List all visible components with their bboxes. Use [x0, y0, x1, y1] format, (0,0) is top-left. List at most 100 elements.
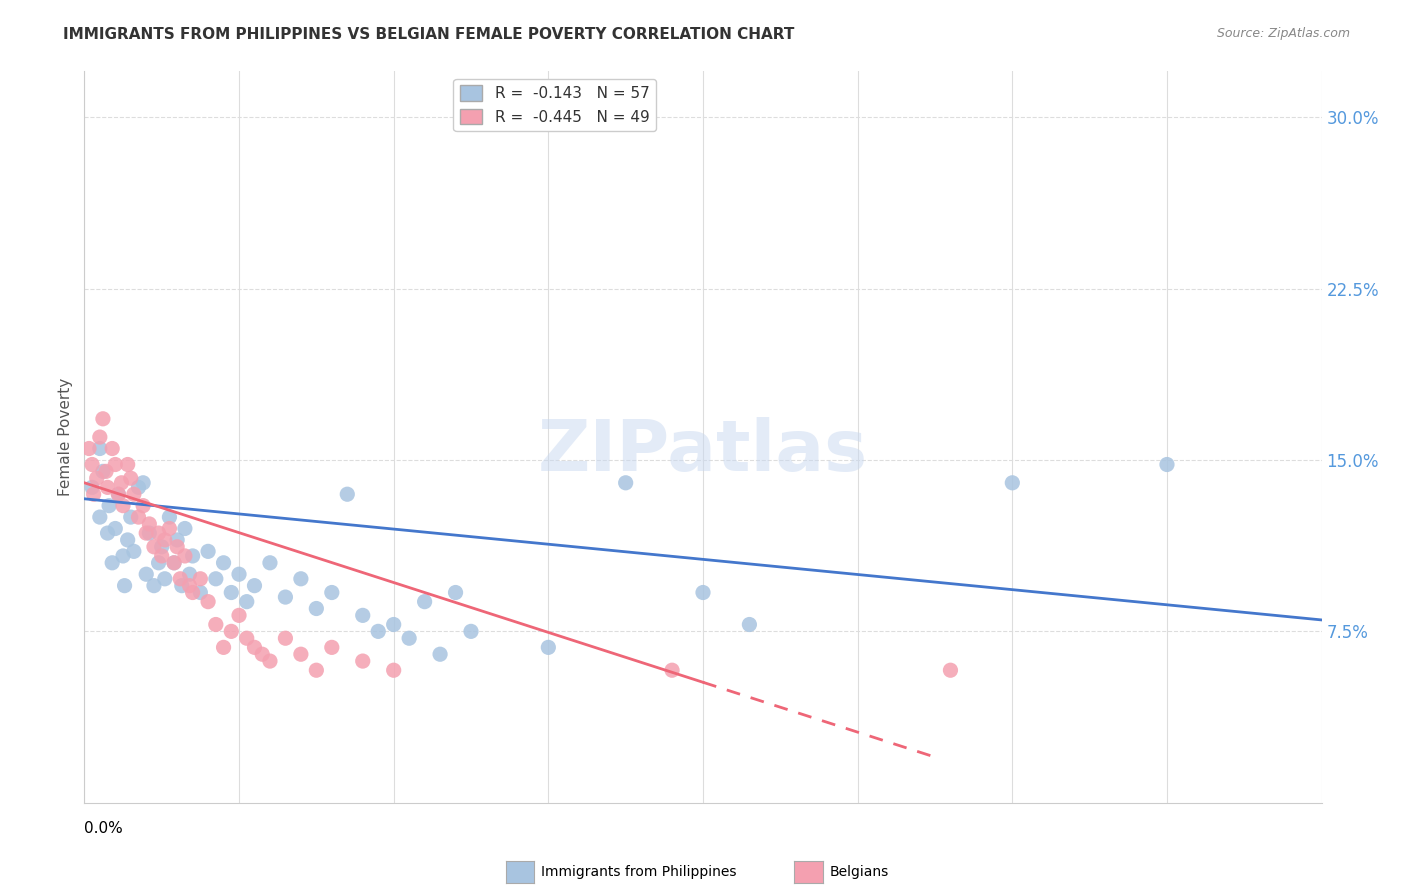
Point — [112, 499, 135, 513]
Point — [89, 510, 111, 524]
Point — [661, 663, 683, 677]
Point — [110, 475, 132, 490]
Point — [274, 590, 297, 604]
Point — [188, 585, 212, 599]
Point — [382, 617, 405, 632]
Point — [179, 567, 201, 582]
Point — [305, 663, 328, 677]
Text: Immigrants from Philippines: Immigrants from Philippines — [541, 865, 737, 880]
Point — [382, 663, 405, 677]
Point — [153, 572, 176, 586]
Point — [143, 540, 166, 554]
Point — [236, 594, 259, 608]
Point — [179, 579, 201, 593]
Point — [413, 594, 436, 608]
Point — [120, 510, 142, 524]
Point — [150, 540, 173, 554]
Point — [259, 654, 281, 668]
Point — [181, 585, 204, 599]
Point — [148, 556, 170, 570]
Point — [98, 499, 121, 513]
Point — [94, 464, 117, 478]
Legend: R =  -0.143   N = 57, R =  -0.445   N = 49: R = -0.143 N = 57, R = -0.445 N = 49 — [454, 79, 655, 131]
Point — [228, 608, 250, 623]
Point — [128, 510, 150, 524]
Point — [107, 487, 129, 501]
Point — [104, 521, 127, 535]
Point — [101, 442, 124, 456]
Point — [444, 585, 467, 599]
Point — [120, 471, 142, 485]
Text: Source: ZipAtlas.com: Source: ZipAtlas.com — [1216, 27, 1350, 40]
Text: ZIPatlas: ZIPatlas — [538, 417, 868, 486]
Point — [259, 556, 281, 570]
Point — [290, 572, 312, 586]
Point — [101, 556, 124, 570]
Point — [221, 585, 243, 599]
Point — [150, 549, 173, 563]
Point — [398, 632, 420, 646]
Point — [166, 540, 188, 554]
Point — [114, 579, 136, 593]
Point — [212, 556, 235, 570]
Point — [135, 526, 157, 541]
Point — [117, 533, 139, 547]
Text: IMMIGRANTS FROM PHILIPPINES VS BELGIAN FEMALE POVERTY CORRELATION CHART: IMMIGRANTS FROM PHILIPPINES VS BELGIAN F… — [63, 27, 794, 42]
Point — [614, 475, 637, 490]
Point — [367, 624, 389, 639]
Point — [1001, 475, 1024, 490]
Point — [122, 487, 145, 501]
Point — [321, 640, 343, 655]
Point — [321, 585, 343, 599]
Point — [537, 640, 560, 655]
Point — [174, 549, 197, 563]
Point — [243, 640, 266, 655]
Point — [77, 442, 100, 456]
Point — [135, 567, 157, 582]
Point — [97, 526, 120, 541]
Text: Belgians: Belgians — [830, 865, 889, 880]
Point — [97, 480, 120, 494]
Point — [89, 430, 111, 444]
Point — [1156, 458, 1178, 472]
Y-axis label: Female Poverty: Female Poverty — [58, 378, 73, 496]
Point — [166, 533, 188, 547]
Point — [188, 572, 212, 586]
Point — [138, 516, 160, 531]
Point — [82, 458, 104, 472]
Point — [939, 663, 962, 677]
Point — [163, 556, 186, 570]
Point — [169, 572, 191, 586]
Point — [112, 549, 135, 563]
Point — [197, 594, 219, 608]
Point — [290, 647, 312, 661]
Point — [159, 510, 181, 524]
Point — [104, 458, 127, 472]
Point — [738, 617, 761, 632]
Point — [197, 544, 219, 558]
Point — [132, 475, 155, 490]
Point — [128, 480, 150, 494]
Point — [86, 471, 108, 485]
Point — [153, 533, 176, 547]
Point — [228, 567, 250, 582]
Point — [159, 521, 181, 535]
Text: 0.0%: 0.0% — [84, 821, 124, 836]
Point — [82, 480, 104, 494]
Point — [91, 412, 114, 426]
Point — [305, 601, 328, 615]
Point — [352, 654, 374, 668]
Point — [107, 487, 129, 501]
Point — [91, 464, 114, 478]
Point — [221, 624, 243, 639]
Point — [212, 640, 235, 655]
Point — [336, 487, 359, 501]
Point — [205, 617, 228, 632]
Point — [132, 499, 155, 513]
Point — [143, 579, 166, 593]
Point — [83, 487, 105, 501]
Point — [181, 549, 204, 563]
Point — [429, 647, 451, 661]
Point — [692, 585, 714, 599]
Point — [274, 632, 297, 646]
